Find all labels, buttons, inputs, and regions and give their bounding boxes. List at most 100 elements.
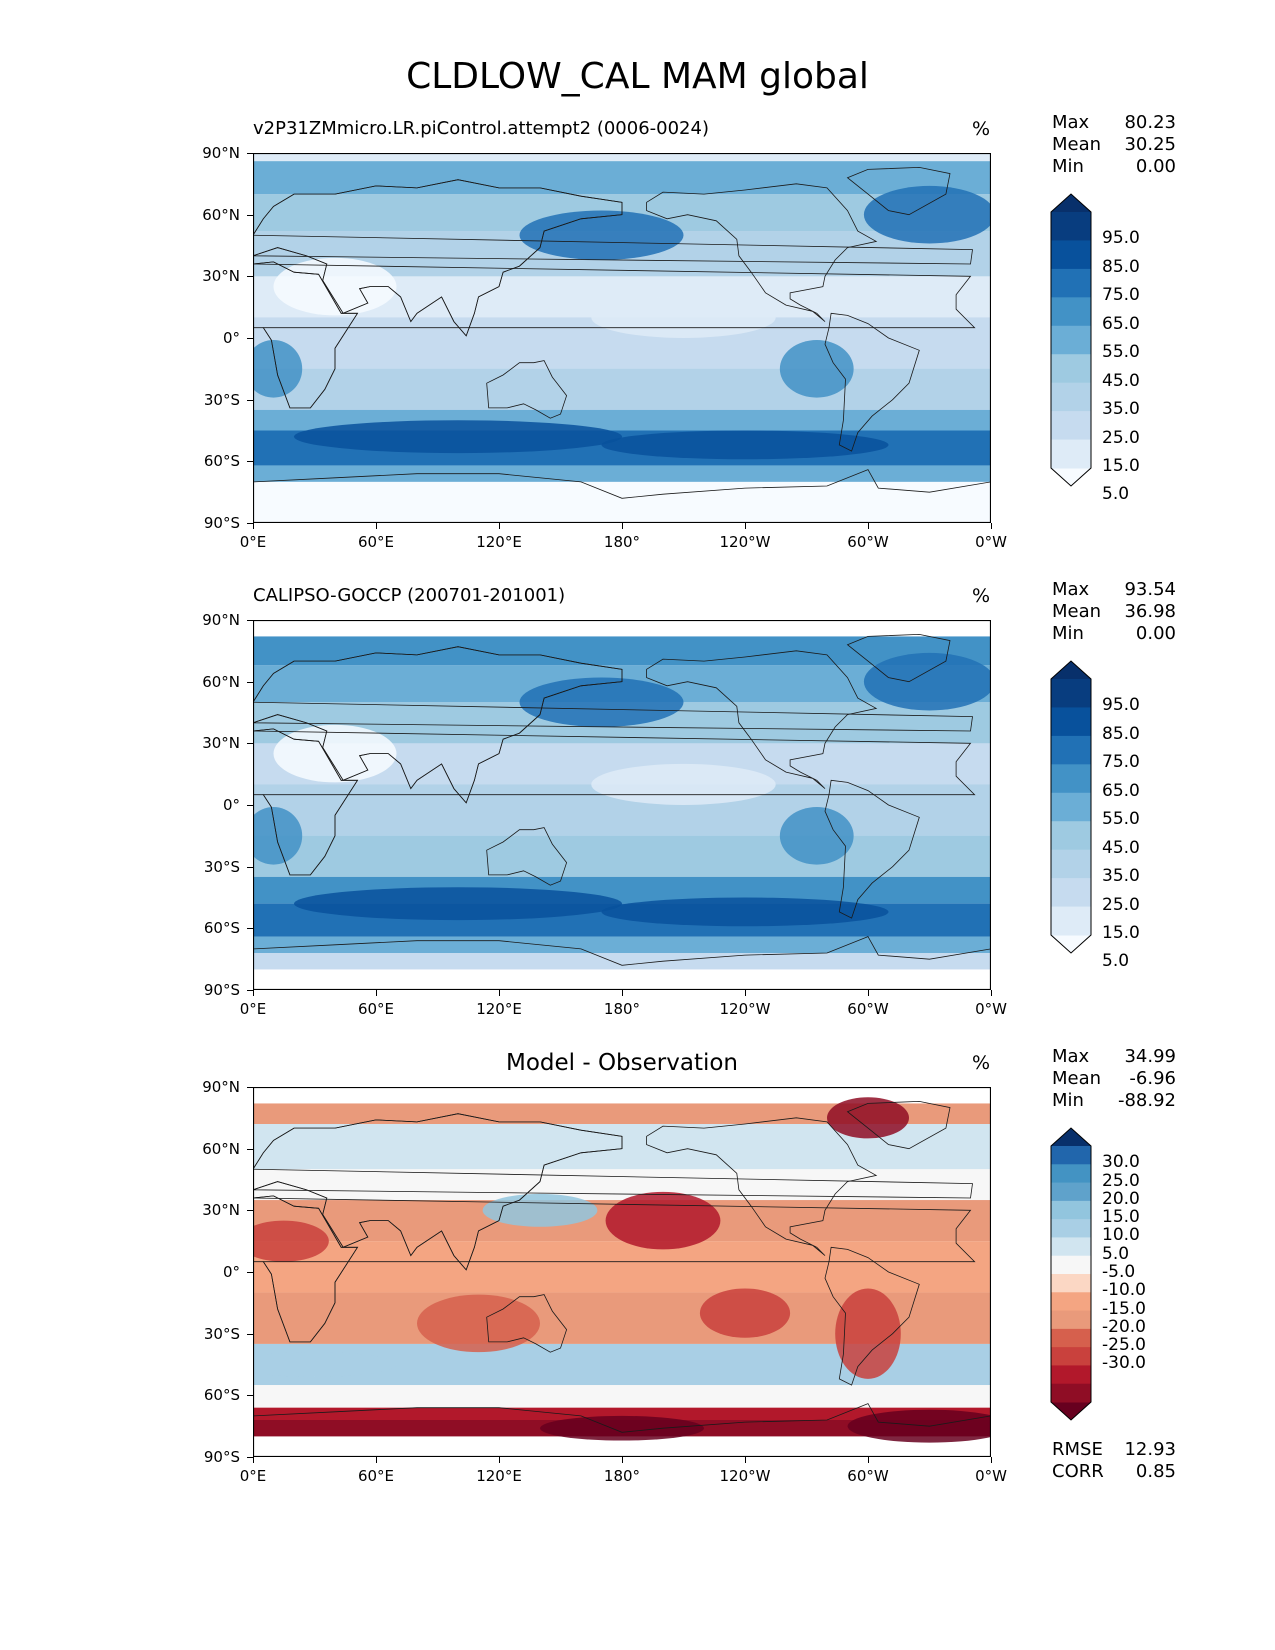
stat-mean-label: Mean — [1052, 1068, 1102, 1089]
lat-tick — [247, 1148, 253, 1150]
lat-tick-label: 30°S — [203, 857, 240, 876]
colorbar-tick-label: 25.0 — [1102, 1170, 1140, 1191]
coastline-europe-asia-wrap — [253, 1113, 623, 1271]
colorbar-tick-label: -20.0 — [1102, 1316, 1146, 1337]
colorbar-segment — [1051, 1328, 1091, 1348]
colorbar-tick-label: 25.0 — [1102, 427, 1140, 448]
colorbar-segment — [1051, 382, 1091, 412]
map-model — [253, 153, 991, 523]
lon-tick — [868, 1457, 869, 1463]
lon-tick-label: 180° — [603, 1000, 641, 1018]
stat-max-label: Max — [1052, 112, 1090, 133]
lon-tick-label: 120°E — [476, 533, 522, 551]
lat-tick-label: 30°N — [202, 267, 240, 286]
map-observation — [253, 620, 991, 990]
lat-tick-label: 30°S — [203, 1324, 240, 1343]
lon-tick-label: 120°E — [476, 1467, 522, 1485]
lat-tick — [247, 620, 253, 621]
lat-tick — [247, 1457, 253, 1458]
stat-min-label: Min — [1052, 156, 1084, 177]
coastline-australia — [486, 1294, 568, 1353]
lon-tick — [745, 523, 746, 529]
colorbar-segment — [1051, 325, 1091, 355]
colorbar-tick-label: 15.0 — [1102, 1207, 1140, 1228]
colorbar-segment — [1051, 821, 1091, 851]
lat-tick — [247, 1272, 253, 1273]
field-shading — [253, 153, 991, 523]
coastline-europe-asia-wrap — [253, 179, 623, 337]
colorbar-tick-label: 65.0 — [1102, 780, 1140, 801]
colorbar-tick-label: 85.0 — [1102, 723, 1140, 744]
lat-tick — [247, 681, 253, 683]
lat-tick-label: 90°S — [203, 981, 240, 999]
stat-min-label: Min — [1052, 1090, 1084, 1111]
lat-tick — [247, 214, 253, 216]
lat-tick-label: 30°S — [203, 390, 240, 409]
lat-tick-label: 0° — [222, 329, 240, 347]
lon-tick — [376, 990, 377, 996]
lat-tick — [247, 805, 253, 806]
colorbar-segment — [1051, 1310, 1091, 1330]
lon-tick-label: 0°W — [975, 533, 1007, 551]
colorbar-segment — [1051, 849, 1091, 879]
colorbar-tick-label: 65.0 — [1102, 313, 1140, 334]
stat-mean-value: 36.98 — [1124, 601, 1176, 622]
lon-tick-label: 60°E — [357, 1467, 395, 1485]
colorbar-segment — [1051, 1255, 1091, 1275]
colorbar-tick-label: 95.0 — [1102, 228, 1140, 249]
lat-tick — [247, 990, 253, 991]
lat-tick — [247, 1087, 253, 1088]
lat-tick — [247, 338, 253, 339]
lon-tick — [376, 1457, 377, 1463]
lat-tick-label: 30°N — [202, 734, 240, 753]
skill-stats: RMSE 12.93 CORR 0.85 — [1052, 1439, 1176, 1483]
lon-tick-label: 60°W — [847, 533, 889, 551]
coastline-south-america — [824, 1246, 920, 1386]
colorbar-segment — [1051, 707, 1091, 737]
lon-tick — [253, 523, 254, 529]
lon-tick — [868, 990, 869, 996]
lon-tick-label: 120°E — [476, 1000, 522, 1018]
lat-tick-label: 60°N — [202, 1139, 240, 1158]
stat-max-value: 34.99 — [1124, 1046, 1176, 1067]
stat-mean-value: 30.25 — [1124, 134, 1176, 155]
lon-tick-label: 60°W — [847, 1000, 889, 1018]
lon-tick-label: 120°W — [719, 1000, 771, 1018]
lon-tick-label: 0°E — [239, 1467, 267, 1485]
lat-tick-label: 90°N — [202, 1078, 240, 1096]
lon-tick — [622, 523, 623, 529]
lat-tick-label: 60°S — [203, 452, 240, 471]
colorbar-segment — [1051, 1164, 1091, 1184]
coastline-north-america — [646, 650, 878, 789]
colorbar-tick-label: 75.0 — [1102, 285, 1140, 306]
colorbar — [1050, 193, 1092, 491]
lat-tick-label: 60°N — [202, 672, 240, 691]
unit-label: % — [972, 585, 991, 607]
panel-model: v2P31ZMmicro.LR.piControl.attempt2 (0006… — [0, 0, 1275, 551]
stat-max-value: 80.23 — [1124, 112, 1176, 133]
lon-tick-label: 60°E — [357, 1000, 395, 1018]
colorbar-segment — [1051, 354, 1091, 384]
lat-tick-label: 90°S — [203, 1448, 240, 1466]
lon-tick-label: 180° — [603, 533, 641, 551]
coastline-africa-wrap — [253, 728, 359, 876]
lon-tick-label: 120°W — [719, 533, 771, 551]
colorbar-segment — [1051, 906, 1091, 936]
lon-tick — [868, 523, 869, 529]
colorbar-tick-label: 95.0 — [1102, 695, 1140, 716]
stat-rmse-label: RMSE — [1052, 1439, 1103, 1460]
lat-tick — [247, 1210, 253, 1212]
stats-box: Max 93.54 Mean 36.98 Min 0.00 — [1052, 579, 1176, 645]
stat-mean-label: Mean — [1052, 134, 1102, 155]
panel-observation: CALIPSO-GOCCP (200701-201001) % Max 93.54… — [0, 467, 1275, 1018]
field-shading — [253, 620, 991, 990]
colorbar-tick-label: 45.0 — [1102, 837, 1140, 858]
lon-tick — [745, 1457, 746, 1463]
lat-tick-label: 60°S — [203, 919, 240, 938]
colorbar-tick-label: -30.0 — [1102, 1353, 1146, 1374]
stat-min-value: 0.00 — [1135, 156, 1176, 177]
colorbar-segment — [1051, 878, 1091, 908]
lon-tick — [499, 1457, 500, 1463]
colorbar-tick-label: 15.0 — [1102, 923, 1140, 943]
panel-title: v2P31ZMmicro.LR.piControl.attempt2 (0006… — [253, 118, 709, 139]
